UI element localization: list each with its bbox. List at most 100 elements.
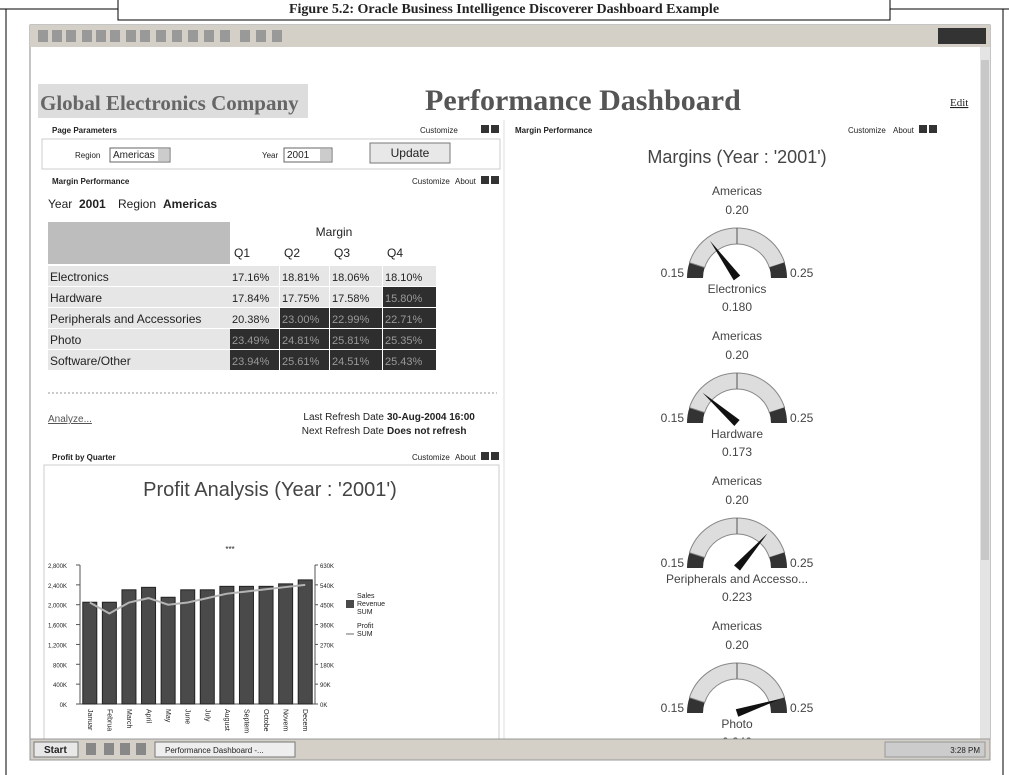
- cell-value: 17.75%: [282, 293, 320, 305]
- screenshot: Figure 5.2: Oracle Business Intelligence…: [0, 0, 1009, 775]
- start-label: Start: [44, 745, 67, 756]
- gauge-min: 0.15: [661, 411, 685, 425]
- about-link[interactable]: About: [893, 126, 915, 135]
- x-tick-label: July: [203, 709, 210, 722]
- customize-link[interactable]: Customize: [848, 126, 886, 135]
- bar: [220, 586, 234, 704]
- toolbar-icon[interactable]: [140, 30, 150, 42]
- cell-value: 23.49%: [232, 335, 270, 347]
- x-tick-label: Februa: [105, 709, 112, 731]
- gauge-name: Hardware: [711, 427, 763, 441]
- icon[interactable]: [491, 176, 499, 184]
- gauge-max: 0.25: [790, 556, 814, 570]
- column-header: Q4: [387, 246, 403, 260]
- x-tick-label: Novem: [282, 709, 289, 731]
- year-label: Year: [262, 151, 279, 160]
- cell-value: 15.80%: [385, 293, 423, 305]
- bar: [181, 590, 195, 704]
- icon[interactable]: [481, 452, 489, 460]
- gauge-name: Photo: [721, 717, 753, 731]
- toolbar-icon[interactable]: [82, 30, 92, 42]
- icon[interactable]: [919, 125, 927, 133]
- scroll-thumb[interactable]: [981, 60, 989, 560]
- annotation: ***: [225, 545, 234, 554]
- about-link[interactable]: About: [455, 177, 477, 186]
- quicklaunch-icon[interactable]: [136, 743, 146, 755]
- cell-value: 24.81%: [282, 335, 320, 347]
- dropdown[interactable]: [320, 149, 331, 161]
- y2-tick-label: 270K: [320, 643, 334, 649]
- icon[interactable]: [481, 176, 489, 184]
- bar: [161, 597, 175, 704]
- toolbar-icon[interactable]: [220, 30, 230, 42]
- quicklaunch-icon[interactable]: [104, 743, 114, 755]
- toolbar-icon[interactable]: [188, 30, 198, 42]
- cell-value: 23.94%: [232, 356, 270, 368]
- y-tick-label: 400K: [53, 683, 67, 689]
- group-header: Margin: [316, 225, 353, 239]
- icon[interactable]: [491, 452, 499, 460]
- toolbar-icon[interactable]: [66, 30, 76, 42]
- cell-value: 25.35%: [385, 335, 423, 347]
- toolbar-icon[interactable]: [52, 30, 62, 42]
- y2-tick-label: 0K: [320, 703, 327, 709]
- gauge-region: Americas: [712, 329, 762, 343]
- quicklaunch-icon[interactable]: [86, 743, 96, 755]
- toolbar-icon[interactable]: [204, 30, 214, 42]
- bar: [279, 584, 293, 704]
- update-label: Update: [391, 146, 430, 160]
- gauge-target-label: 0.20: [725, 348, 749, 362]
- cell-value: 20.38%: [232, 314, 270, 326]
- y-tick-label: 0K: [60, 703, 67, 709]
- dropdown[interactable]: [158, 149, 169, 161]
- cell-value: 18.10%: [385, 272, 423, 284]
- icon[interactable]: [929, 125, 937, 133]
- region-label: Region: [75, 151, 100, 160]
- cell-value: 17.58%: [332, 293, 370, 305]
- toolbar-icon[interactable]: [38, 30, 48, 42]
- quicklaunch-icon[interactable]: [120, 743, 130, 755]
- region-value: Americas: [163, 197, 217, 211]
- toolbar-icon[interactable]: [156, 30, 166, 42]
- icon[interactable]: [491, 125, 499, 133]
- row-header: Photo: [50, 333, 82, 347]
- caption: Figure 5.2: Oracle Business Intelligence…: [289, 2, 719, 17]
- x-tick-label: August: [223, 709, 230, 731]
- cell-value: 17.16%: [232, 272, 270, 284]
- customize-link[interactable]: Customize: [420, 126, 458, 135]
- toolbar-icon[interactable]: [256, 30, 266, 42]
- gauge-name: Electronics: [708, 282, 767, 296]
- icon[interactable]: [481, 125, 489, 133]
- edit-link[interactable]: Edit: [950, 97, 968, 109]
- refresh-value: Does not refresh: [387, 426, 466, 437]
- customize-link[interactable]: Customize: [412, 177, 450, 186]
- gauge-region: Americas: [712, 184, 762, 198]
- bar: [142, 587, 156, 704]
- y-tick-label: 2,400K: [48, 584, 67, 590]
- panel-title: Margin Performance: [52, 177, 130, 186]
- about-link[interactable]: About: [455, 453, 477, 462]
- customize-link[interactable]: Customize: [412, 453, 450, 462]
- bar: [298, 580, 312, 704]
- window-controls[interactable]: [938, 28, 986, 44]
- logo: Global Electronics Company: [40, 91, 299, 115]
- y-tick-label: 2,000K: [48, 604, 67, 610]
- refresh-label: Next Refresh Date: [302, 426, 385, 437]
- gauge-max: 0.25: [790, 266, 814, 280]
- toolbar-icon[interactable]: [172, 30, 182, 42]
- row-header: Electronics: [50, 270, 109, 284]
- x-tick-label: Januar: [86, 709, 93, 731]
- toolbar-icon[interactable]: [272, 30, 282, 42]
- x-tick-label: March: [125, 709, 132, 729]
- analyze-link[interactable]: Analyze...: [48, 414, 92, 425]
- refresh-value: 30-Aug-2004 16:00: [387, 412, 475, 423]
- toolbar-icon[interactable]: [240, 30, 250, 42]
- toolbar-icon[interactable]: [110, 30, 120, 42]
- gauge-name: Peripherals and Accesso...: [666, 572, 808, 586]
- bar: [200, 590, 214, 704]
- table-corner: [48, 222, 230, 264]
- bar: [239, 586, 253, 704]
- toolbar-icon[interactable]: [96, 30, 106, 42]
- toolbar-icon[interactable]: [126, 30, 136, 42]
